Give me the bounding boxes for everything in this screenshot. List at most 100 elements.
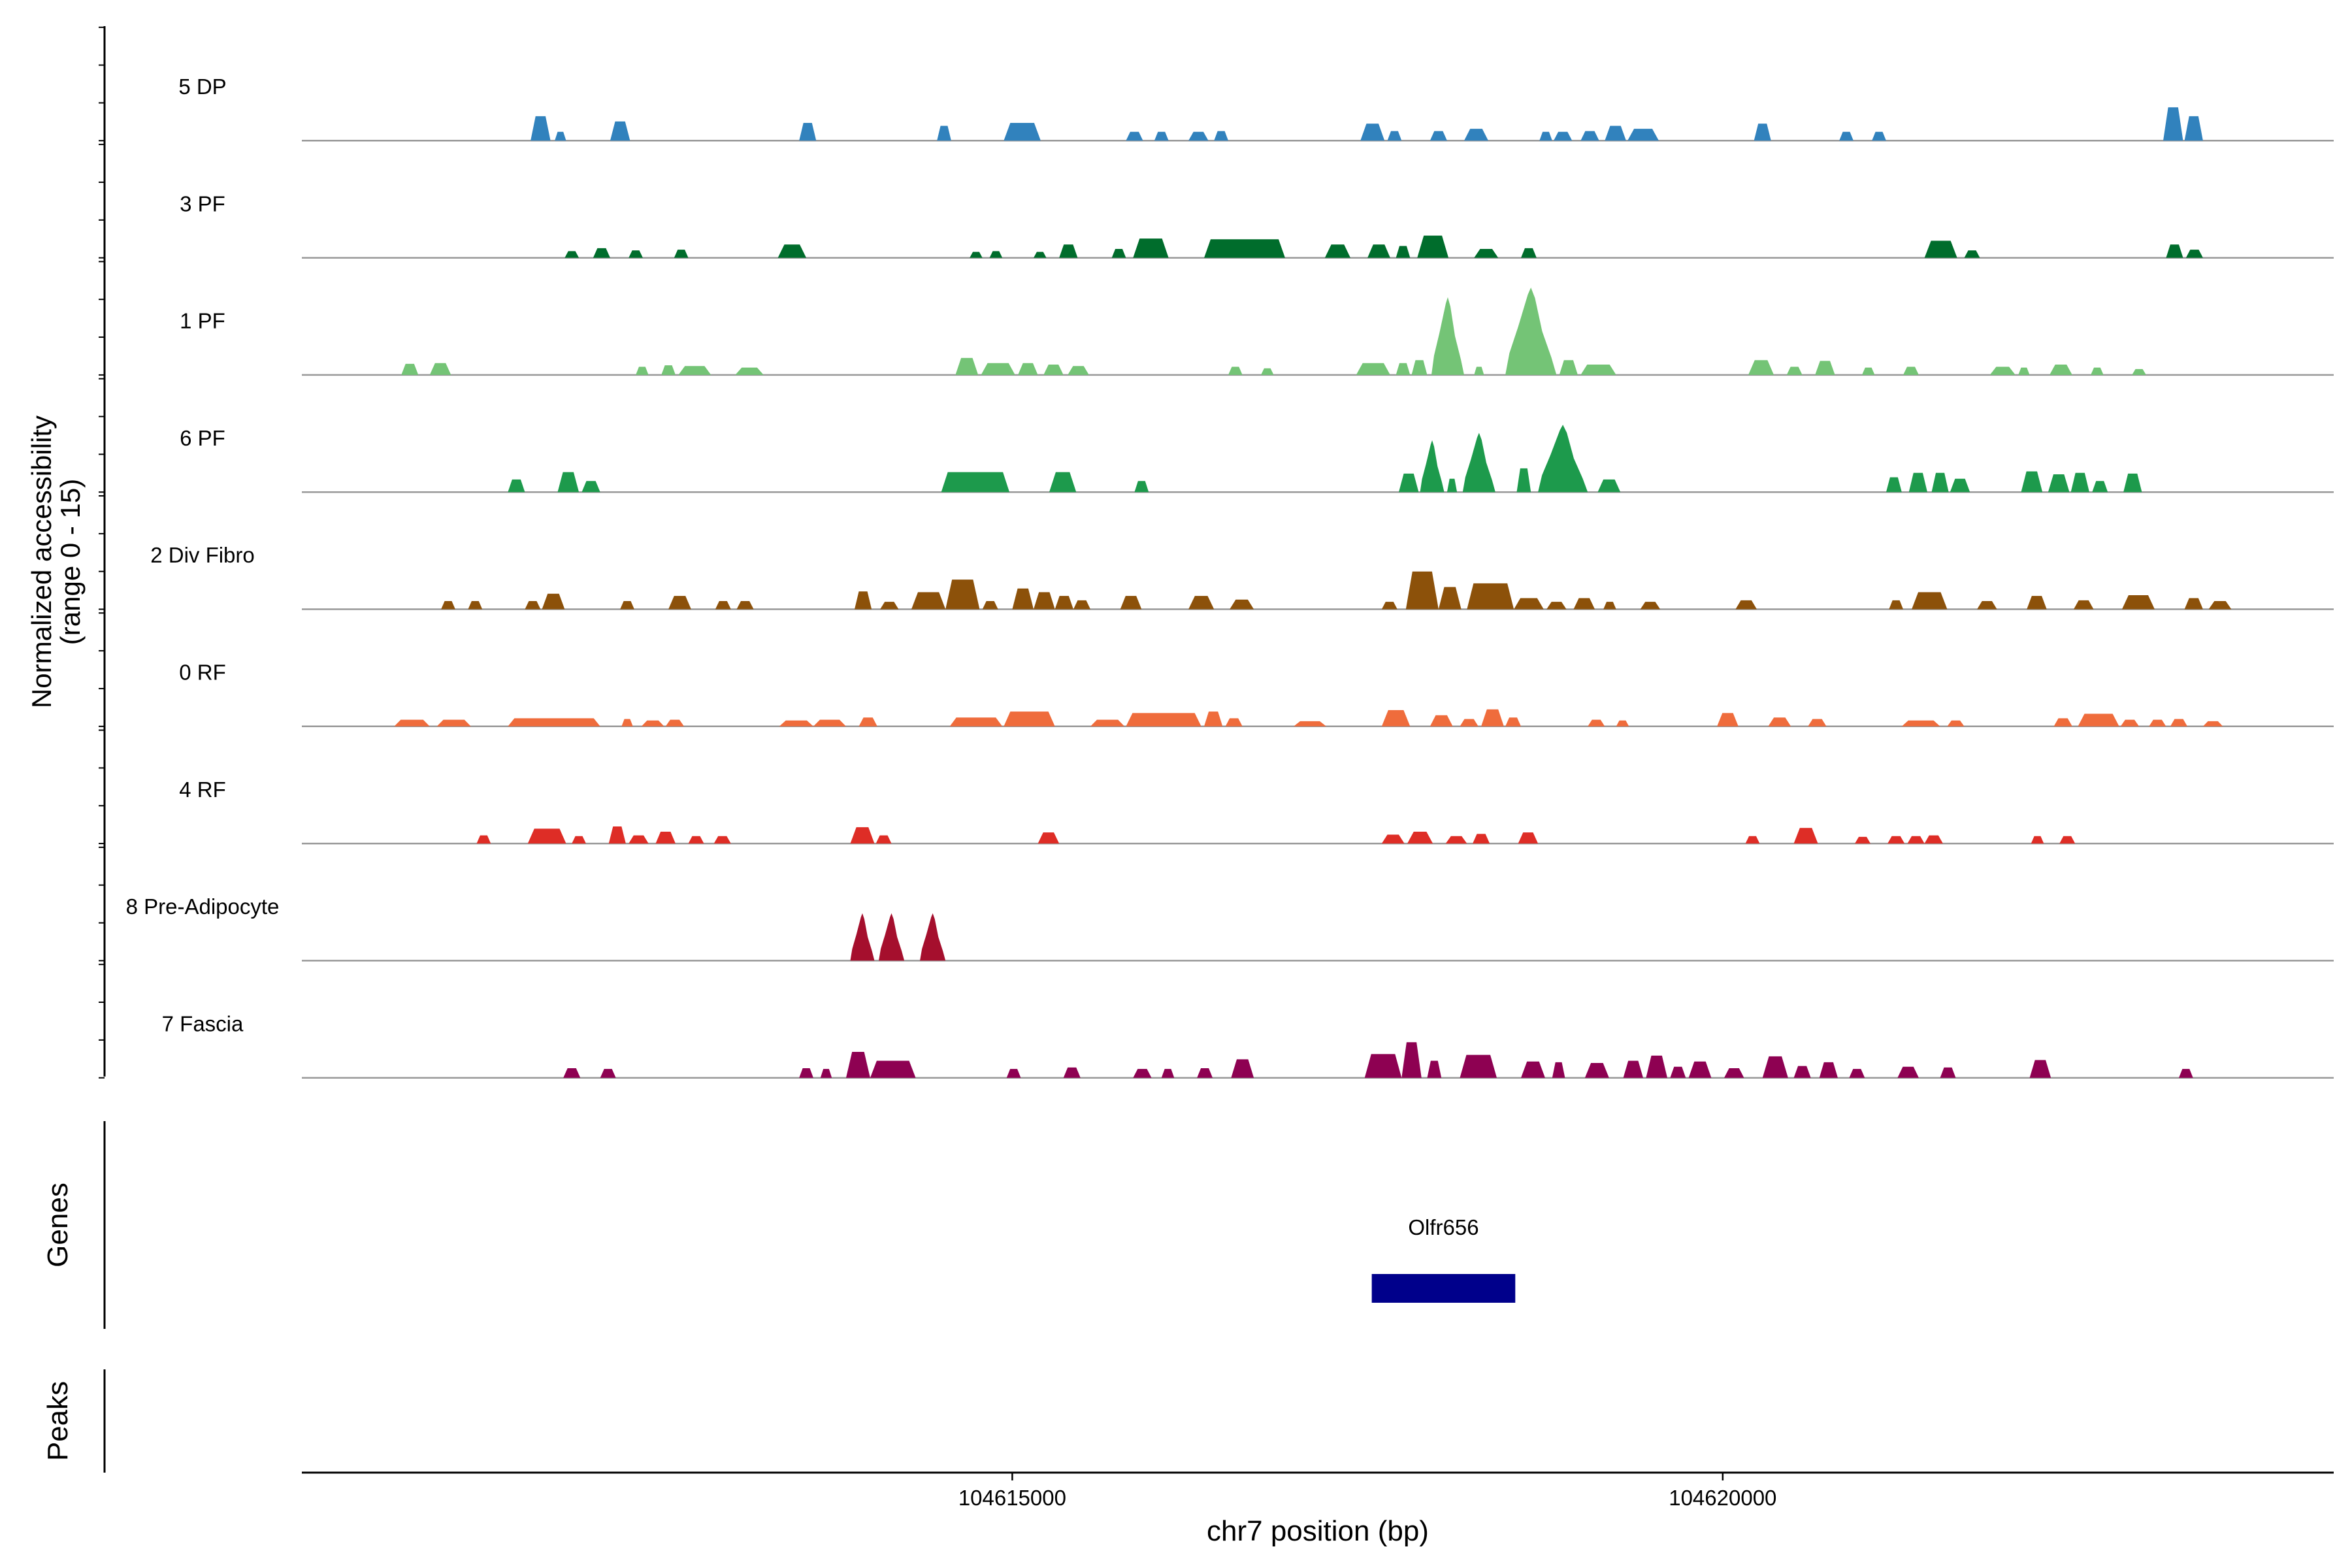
- coverage-peak: [941, 472, 1010, 493]
- coverage-peak: [542, 593, 565, 610]
- coverage-peak: [1037, 832, 1060, 844]
- coverage-peak: [2178, 1069, 2193, 1078]
- gene-annotations: Olfr656: [1371, 1215, 1516, 1303]
- coverage-peak: [1381, 834, 1405, 844]
- coverage-peak: [661, 365, 676, 375]
- coverage-peak: [1580, 131, 1599, 141]
- coverage-peak: [937, 125, 951, 141]
- coverage-peak: [564, 251, 580, 258]
- coverage-peak: [525, 601, 541, 610]
- coverage-peak: [1505, 717, 1521, 727]
- coverage-peak: [1538, 425, 1588, 493]
- coverage-peak: [1552, 1062, 1565, 1078]
- track-2-div-fibro: 2 Div Fibro: [150, 543, 2334, 610]
- coverage-peak: [870, 1060, 916, 1078]
- coverage-peak: [1908, 472, 1927, 493]
- track-label: 6 PF: [180, 426, 225, 450]
- coverage-peak: [713, 836, 731, 844]
- x-axis: 104615000 104620000: [302, 1471, 2334, 1510]
- coverage-peak: [1947, 720, 1965, 727]
- coverage-peak: [1034, 252, 1047, 258]
- track-5-dp: 5 DP: [178, 74, 2334, 142]
- coverage-peak: [1188, 596, 1215, 610]
- coverage-peak: [1559, 360, 1578, 375]
- coverage-peak: [1161, 1069, 1175, 1078]
- coverage-peak: [1225, 718, 1243, 727]
- coverage-peak: [1977, 601, 1997, 610]
- coverage-peak: [799, 1068, 813, 1078]
- coverage-peak: [2078, 713, 2119, 727]
- coverage-peak: [1006, 1069, 1021, 1078]
- coverage-peak: [2208, 601, 2232, 610]
- coverage-peak: [1228, 367, 1243, 375]
- coverage-peak: [920, 913, 946, 961]
- coverage-peak: [620, 601, 634, 610]
- coverage-peak: [1717, 713, 1739, 727]
- coverage-peak: [945, 580, 980, 610]
- coverage-peak: [1154, 131, 1169, 141]
- coverage-peak: [1584, 1063, 1609, 1078]
- coverage-peak: [1133, 1069, 1152, 1078]
- track-label: 5 DP: [178, 74, 226, 99]
- peaks-panel-label: Peaks: [42, 1381, 74, 1461]
- coverage-peak: [2166, 244, 2183, 258]
- coverage-peak: [2070, 472, 2089, 493]
- coverage-peak: [610, 121, 630, 141]
- coverage-peak: [1745, 836, 1760, 844]
- coverage-peak: [1839, 131, 1854, 141]
- coverage-peak: [1554, 131, 1573, 141]
- coverage-peak: [2053, 718, 2072, 727]
- coverage-peak: [1407, 831, 1433, 844]
- coverage-peak: [779, 720, 813, 727]
- coverage-peak: [1126, 131, 1143, 141]
- coverage-peak: [1748, 360, 1774, 375]
- coverage-peak: [665, 719, 685, 727]
- coverage-peak: [1597, 479, 1621, 493]
- coverage-peak: [855, 591, 872, 610]
- track-label: 1 PF: [180, 309, 225, 333]
- coverage-peak: [401, 363, 419, 375]
- coverage-peak: [878, 913, 905, 961]
- x-tick-label: 104620000: [1669, 1486, 1776, 1510]
- coverage-peak: [1364, 1054, 1402, 1078]
- coverage-peak: [1231, 1059, 1254, 1078]
- coverage-peak: [1670, 1066, 1686, 1078]
- coverage-peak: [1516, 468, 1531, 493]
- coverage-peak: [1887, 836, 1905, 844]
- coverage-peak: [1640, 602, 1661, 610]
- coverage-peak: [777, 244, 807, 258]
- coverage-peak: [911, 592, 946, 610]
- coverage-peak: [1786, 367, 1803, 375]
- coverage-peak: [1793, 1066, 1811, 1078]
- coverage-peak: [2123, 473, 2142, 493]
- coverage-peak: [1431, 297, 1465, 375]
- coverage-peak: [1849, 1069, 1865, 1078]
- coverage-peak: [2050, 365, 2072, 375]
- coverage-peak: [1133, 238, 1169, 258]
- coverage-peak: [970, 252, 983, 258]
- track-3-pf: 3 PF: [180, 191, 2334, 259]
- coverage-peak: [2149, 719, 2166, 727]
- coverage-peak: [2170, 719, 2187, 727]
- coverage-peak: [2202, 721, 2223, 727]
- coverage-peak: [1901, 720, 1940, 727]
- coverage-peak: [476, 835, 491, 844]
- track-6-pf: 6 PF: [180, 425, 2334, 493]
- coverage-peak: [668, 596, 691, 610]
- coverage-peak: [1924, 835, 1943, 844]
- coverage-peak: [1573, 598, 1595, 610]
- coverage-peak: [581, 481, 600, 493]
- coverage-peak: [1940, 1067, 1956, 1078]
- coverage-peak: [1460, 1054, 1497, 1078]
- track-0-rf: 0 RF: [179, 661, 2334, 728]
- coverage-peak: [1735, 600, 1757, 610]
- coverage-peak: [1855, 836, 1871, 844]
- coverage-peak: [1054, 596, 1073, 610]
- x-tick-label: 104615000: [958, 1486, 1066, 1510]
- coverage-peak: [2074, 600, 2094, 610]
- coverage-peak: [1688, 1061, 1712, 1078]
- coverage-peak: [1401, 1042, 1422, 1078]
- coverage-peak: [1861, 367, 1875, 375]
- coverage-peak: [1387, 131, 1402, 141]
- coverage-peak: [735, 367, 764, 375]
